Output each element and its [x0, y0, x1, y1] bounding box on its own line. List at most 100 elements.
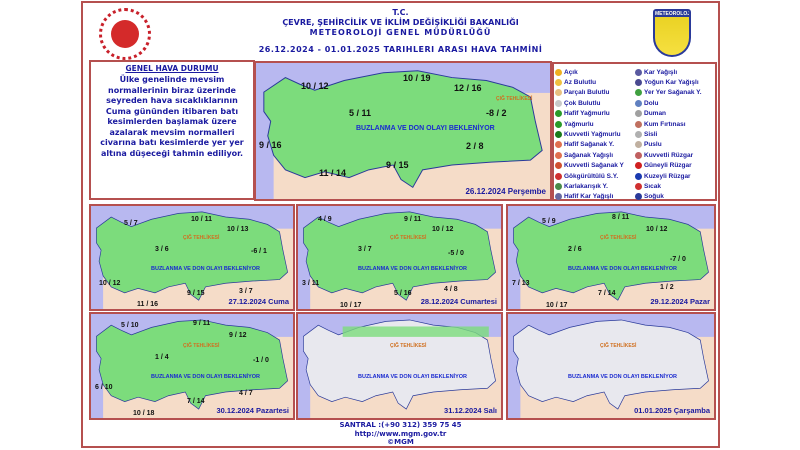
footer-phone: SANTRAL :(+90 312) 359 75 45 — [339, 421, 462, 429]
legend-label: Dolu — [644, 99, 659, 107]
legend-label: Hafif Kar Yağışlı — [564, 193, 614, 201]
legend-item: Parçalı Bulutlu — [555, 88, 635, 98]
ice-warning: BUZLANMA VE DON OLAYI BEKLENİYOR — [358, 374, 467, 380]
temperature-label: 4 / 9 — [318, 216, 332, 223]
header-tc: T.C. — [392, 8, 409, 17]
legend-item: Yağmurlu — [555, 119, 635, 129]
map-date: 26.12.2024 Perşembe — [465, 187, 546, 196]
temperature-label: 3 / 7 — [358, 246, 372, 253]
avalanche-warning: ÇIĞ TEHLİKESİ — [390, 343, 427, 349]
cloudy-icon — [555, 99, 562, 107]
haze-icon — [635, 141, 642, 149]
cold-icon — [635, 193, 642, 201]
temperature-label: 10 / 17 — [546, 302, 568, 309]
south-wind-icon — [635, 162, 642, 170]
light-rain-icon — [555, 110, 562, 118]
ice-warning: BUZLANMA VE DON OLAYI BEKLENİYOR — [568, 374, 677, 380]
temperature-label: 10 / 13 — [227, 226, 249, 233]
temperature-label: -5 / 0 — [448, 250, 464, 257]
heavy-rain-icon — [555, 131, 562, 139]
legend-label: Güneyli Rüzgar — [644, 162, 692, 170]
legend-label: Kum Fırtınası — [644, 120, 686, 128]
temperature-label: 10 / 12 — [432, 226, 454, 233]
footer-url[interactable]: http://www.mgm.gov.tr — [354, 429, 447, 438]
map-date: 31.12.2024 Salı — [444, 406, 497, 415]
temperature-label: -1 / 0 — [253, 357, 269, 364]
temperature-label: 4 / 8 — [444, 286, 458, 293]
turkey-map — [508, 206, 714, 309]
legend-label: Az Bulutlu — [564, 79, 597, 87]
legend-label: Sisli — [644, 131, 658, 139]
legend: Açık Az Bulutlu Parçalı Bulutlu Çok Bulutlu… — [552, 62, 717, 201]
legend-item: Sisli — [635, 129, 714, 139]
temperature-label: 6 / 10 — [95, 384, 113, 391]
temperature-label: 1 / 4 — [155, 354, 169, 361]
ice-warning: BUZLANMA VE DON OLAYI BEKLENİYOR — [568, 266, 677, 272]
forecast-map: 10 / 12 10 / 19 12 / 16 5 / 11 -8 / 2 9 / 16 2… — [254, 61, 552, 201]
temperature-label: -6 / 1 — [251, 248, 267, 255]
temperature-label: 11 / 16 — [137, 301, 159, 308]
legend-item: Kuvvetli Yağmurlu — [555, 129, 635, 139]
mgm-logo: METEOROLOJİ — [653, 9, 691, 57]
fog-icon — [635, 131, 642, 139]
legend-item: Çok Bulutlu — [555, 98, 635, 108]
turkey-map — [91, 314, 293, 418]
legend-item: Açık — [555, 67, 635, 77]
temperature-label: 5 / 10 — [121, 322, 139, 329]
legend-label: Soğuk — [644, 193, 664, 201]
temperature-label: 7 / 14 — [187, 398, 205, 405]
legend-label: Kar Yağışlı — [644, 68, 678, 76]
temperature-label: 10 / 19 — [403, 73, 431, 83]
temperature-label: 10 / 18 — [133, 410, 155, 417]
temperature-label: 1 / 2 — [660, 284, 674, 291]
sandstorm-icon — [635, 120, 642, 128]
legend-label: Gökgürültülü S.Y. — [564, 172, 619, 180]
avalanche-warning: ÇIĞ TEHLİKESİ — [600, 343, 637, 349]
temperature-label: 9 / 12 — [229, 332, 247, 339]
heavy-snow-icon — [635, 79, 642, 87]
forecast-map: 4 / 9 9 / 11 10 / 12 3 / 7 -5 / 0 3 / 11 4 / 8… — [296, 204, 503, 311]
legend-label: Karlakarışık Y. — [564, 182, 608, 190]
temperature-label: 4 / 7 — [239, 390, 253, 397]
legend-label: Kuvvetli Yağmurlu — [564, 131, 621, 139]
light-shower-icon — [555, 141, 562, 149]
legend-label: Yer Yer Sağanak Y. — [644, 89, 702, 97]
turkey-map — [298, 314, 501, 418]
forecast-poster: METEOROLOJİ T.C. ÇEVRE, ŞEHİRCİLİK VE İK… — [81, 1, 720, 448]
turkey-map — [508, 314, 714, 418]
legend-label: Yoğun Kar Yağışlı — [644, 79, 699, 87]
avalanche-warning: ÇIĞ TEHLİKESİ — [496, 96, 533, 102]
temperature-label: 12 / 16 — [454, 83, 482, 93]
footer: SANTRAL :(+90 312) 359 75 45 http://www.… — [83, 421, 718, 447]
legend-label: Hafif Sağanak Y. — [564, 141, 615, 149]
sun-icon — [555, 68, 562, 76]
header-subtitle: 26.12.2024 - 01.01.2025 TARIHLERI ARASI … — [258, 45, 543, 54]
general-text: Ülke genelinde mevsim normallerinin bira… — [100, 75, 244, 158]
temperature-label: 9 / 15 — [187, 290, 205, 297]
legend-item: Güneyli Rüzgar — [635, 161, 714, 171]
temperature-label: 10 / 17 — [340, 302, 362, 309]
scattered-shower-icon — [635, 89, 642, 97]
legend-label: Çok Bulutlu — [564, 99, 601, 107]
temperature-label: 3 / 11 — [302, 280, 320, 287]
temperature-label: 3 / 6 — [155, 246, 169, 253]
ministry-seal-logo — [99, 8, 151, 60]
temperature-label: 7 / 14 — [598, 290, 616, 297]
temperature-label: -8 / 2 — [486, 108, 507, 118]
legend-item: Duman — [635, 109, 714, 119]
ice-warning: BUZLANMA VE DON OLAYI BEKLENİYOR — [356, 125, 495, 132]
header-directorate: METEOROLOJİ GENEL MÜDÜRLÜĞÜ — [309, 28, 492, 37]
legend-item: Karlakarışık Y. — [555, 181, 635, 191]
legend-item: Puslu — [635, 140, 714, 150]
turkey-map — [298, 206, 501, 309]
heavy-shower-icon — [555, 162, 562, 170]
temperature-label: 9 / 16 — [259, 140, 282, 150]
legend-item: Az Bulutlu — [555, 77, 635, 87]
map-date: 27.12.2024 Cuma — [228, 297, 289, 306]
shower-icon — [555, 151, 562, 159]
temperature-label: 7 / 13 — [512, 280, 530, 287]
temperature-label: 10 / 11 — [191, 216, 213, 223]
rain-icon — [555, 120, 562, 128]
hot-icon — [635, 182, 642, 190]
legend-label: Kuvvetli Sağanak Y — [564, 162, 624, 170]
